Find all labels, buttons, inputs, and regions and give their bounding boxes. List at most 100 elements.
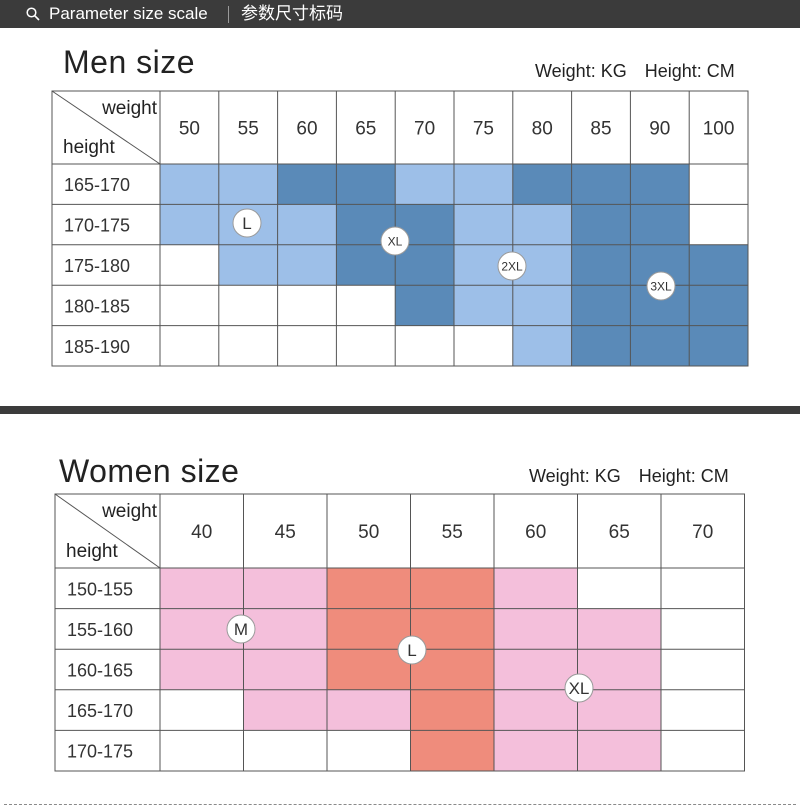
men-weight-header: 50	[179, 119, 200, 140]
men-size-cell	[454, 164, 513, 205]
svg-text:2XL: 2XL	[501, 259, 523, 273]
women-corner-height-label: height	[66, 541, 118, 562]
men-size-cell	[571, 164, 631, 205]
women-size-cell	[243, 689, 327, 731]
men-units: Weight: KG Height: CM	[535, 61, 735, 82]
men-size-cell	[395, 244, 454, 286]
svg-text:L: L	[242, 214, 251, 233]
women-corner-weight-label: weight	[101, 501, 158, 522]
men-size-cell	[218, 244, 278, 286]
men-height-label: 180-185	[64, 296, 130, 316]
women-size-cell	[494, 689, 578, 731]
women-weight-header: 65	[609, 522, 630, 543]
svg-text:XL: XL	[569, 679, 590, 698]
men-size-cell	[571, 285, 631, 326]
women-weight-header: 55	[442, 522, 463, 543]
men-weight-header: 55	[238, 119, 259, 140]
men-size-cell	[630, 204, 690, 245]
men-weight-header: 100	[703, 119, 735, 140]
women-weight-unit: Weight: KG	[529, 466, 621, 486]
men-size-cell	[395, 164, 454, 205]
women-height-unit: Height: CM	[638, 466, 729, 486]
men-corner-height-label: height	[63, 137, 115, 158]
women-height-label: 150-155	[67, 579, 133, 599]
men-size-cell	[630, 164, 690, 205]
men-size-cell	[512, 164, 572, 205]
men-size-cell	[160, 164, 219, 205]
women-size-cell	[327, 649, 411, 690]
women-units: Weight: KG Height: CM	[529, 466, 729, 487]
men-size-cell	[689, 325, 748, 366]
top-bar-title-cn: 参数尺寸标码	[241, 4, 343, 24]
women-weight-header: 40	[191, 522, 212, 543]
women-weight-header: 70	[692, 522, 713, 543]
svg-text:3XL: 3XL	[650, 279, 672, 293]
men-size-cell	[218, 164, 278, 205]
women-height-label: 170-175	[67, 742, 133, 762]
women-size-cell	[577, 689, 661, 731]
top-bar-separator	[228, 6, 229, 23]
women-size-badge: M	[226, 614, 256, 644]
women-weight-header: 50	[358, 522, 379, 543]
top-bar-title: Parameter size scale	[49, 4, 208, 23]
men-weight-header: 65	[355, 119, 376, 140]
men-size-cell	[571, 325, 631, 366]
men-size-badge: L	[232, 208, 262, 238]
men-size-cell	[160, 204, 219, 245]
women-weight-header: 60	[525, 522, 546, 543]
men-size-title: Men size	[63, 44, 196, 80]
men-weight-unit: Weight: KG	[535, 61, 627, 81]
women-size-cell	[160, 649, 244, 690]
men-size-cell	[454, 285, 513, 326]
top-bar: Parameter size scale 参数尺寸标码	[0, 0, 800, 28]
men-size-cell	[395, 285, 454, 326]
men-size-cell	[689, 244, 748, 286]
women-size-cell	[327, 568, 411, 609]
women-size-cell	[243, 568, 327, 609]
women-size-cell	[410, 568, 494, 609]
women-size-title: Women size	[59, 453, 240, 489]
women-size-cell	[494, 608, 578, 650]
men-size-cell	[689, 285, 748, 326]
women-size-cell	[577, 730, 661, 771]
men-height-label: 185-190	[64, 337, 130, 357]
women-size-cell	[494, 568, 578, 609]
women-height-label: 155-160	[67, 620, 133, 640]
men-height-unit: Height: CM	[644, 61, 735, 81]
section-divider	[0, 406, 800, 414]
bottom-dashed-divider	[4, 804, 796, 805]
women-size-badge: XL	[564, 673, 594, 703]
women-size-cell	[410, 608, 494, 650]
men-height-label: 175-180	[64, 256, 130, 276]
men-size-cell	[571, 204, 631, 245]
women-size-cell	[160, 568, 244, 609]
men-size-cell	[454, 204, 513, 245]
men-weight-header: 70	[414, 119, 435, 140]
men-size-cell	[277, 204, 337, 245]
women-size-cell	[577, 608, 661, 650]
men-size-table: weight height 50 55 60 65 70 75 80 85 90 100 165-170…	[51, 90, 749, 367]
men-corner-weight-label: weight	[101, 98, 158, 119]
men-size-cell	[277, 244, 337, 286]
women-size-cell	[410, 730, 494, 771]
men-size-badge: XL	[380, 226, 410, 256]
women-size-cell	[494, 649, 578, 690]
women-size-cell	[494, 730, 578, 771]
women-height-label: 165-170	[67, 701, 133, 721]
men-grid-lines	[51, 90, 749, 367]
men-size-cell	[630, 325, 690, 366]
women-size-cell	[243, 649, 327, 690]
men-height-label: 165-170	[64, 175, 130, 195]
men-size-badge: 3XL	[646, 271, 676, 301]
svg-text:L: L	[407, 641, 416, 660]
men-size-badge: 2XL	[497, 251, 527, 281]
women-size-cell	[243, 608, 327, 650]
men-weight-header: 60	[296, 119, 317, 140]
women-size-cell	[327, 608, 411, 650]
svg-text:XL: XL	[388, 234, 403, 248]
women-height-label: 160-165	[67, 661, 133, 681]
women-size-cell	[327, 689, 411, 731]
men-weight-header: 85	[590, 119, 611, 140]
men-size-cell	[512, 285, 572, 326]
